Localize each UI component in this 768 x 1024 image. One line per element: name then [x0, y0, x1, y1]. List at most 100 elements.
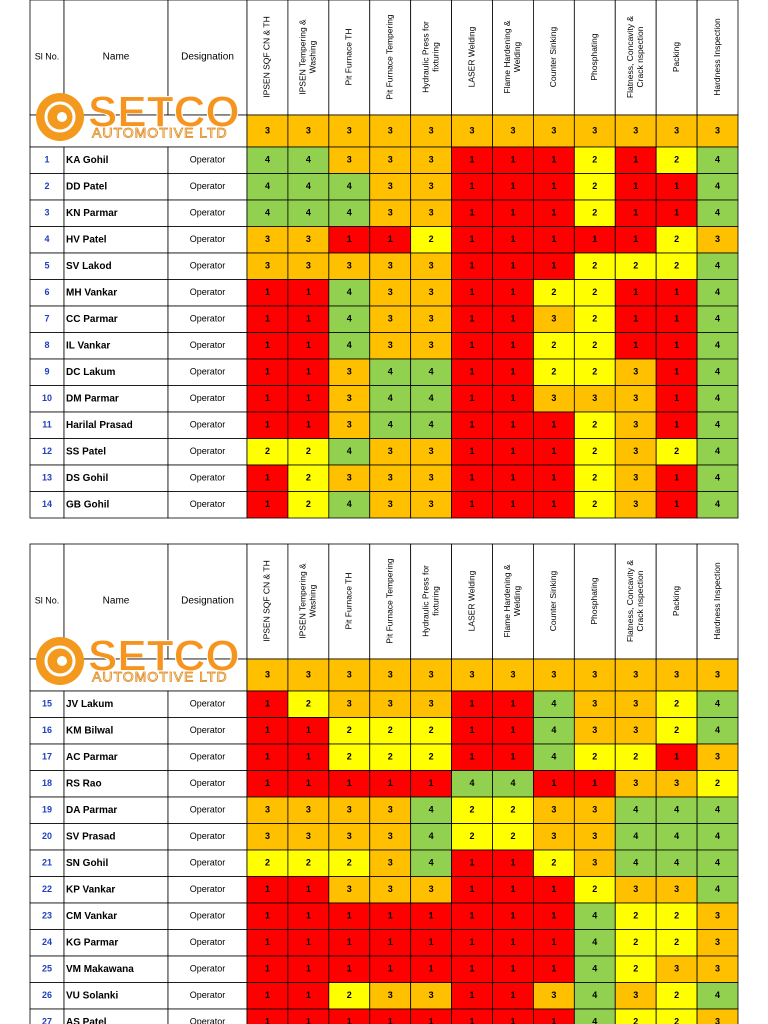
level-cell — [573, 796, 616, 824]
level: 3 — [592, 831, 597, 841]
level: 1 — [592, 778, 597, 788]
level: 3 — [592, 699, 597, 709]
level: 1 — [306, 340, 311, 350]
level: 1 — [470, 393, 475, 403]
designation-cell — [167, 929, 248, 957]
level: 3 — [347, 155, 352, 165]
level: 4 — [429, 805, 434, 815]
level-cell — [328, 491, 371, 519]
name: KM Bilwal — [66, 725, 113, 736]
level: 1 — [470, 314, 475, 324]
level: 4 — [715, 473, 720, 483]
level: 4 — [592, 1017, 597, 1024]
name: DM Parmar — [66, 393, 119, 404]
level: 1 — [306, 420, 311, 430]
skill-header: Flatness, Concavity & — [625, 560, 635, 643]
logo-swirl-inner — [44, 645, 76, 677]
level-cell — [655, 411, 698, 439]
designation-cell — [167, 955, 248, 983]
level: 2 — [674, 446, 679, 456]
header-name: Name — [103, 52, 130, 63]
level: 3 — [347, 884, 352, 894]
level-cell — [369, 332, 412, 360]
name: SV Lakod — [66, 261, 112, 272]
level: 1 — [429, 964, 434, 974]
required-cell — [451, 114, 493, 148]
sl-no: 23 — [42, 911, 52, 921]
level: 1 — [510, 752, 515, 762]
level: 1 — [470, 499, 475, 509]
header-cell — [492, 0, 534, 116]
level-cell — [369, 796, 412, 824]
level-cell — [573, 358, 616, 386]
level-cell — [573, 332, 616, 360]
level: 1 — [674, 393, 679, 403]
level: 2 — [633, 261, 638, 271]
name-cell — [63, 982, 169, 1010]
level: 1 — [510, 911, 515, 921]
level: 4 — [429, 831, 434, 841]
designation-cell — [167, 146, 248, 174]
level: 1 — [388, 937, 393, 947]
level: 2 — [306, 858, 311, 868]
designation: Operator — [190, 155, 226, 165]
sl-no: 25 — [42, 964, 52, 974]
level-cell — [573, 252, 616, 280]
level: 1 — [470, 725, 475, 735]
header-designation: Designation — [181, 52, 234, 63]
name-cell — [63, 226, 169, 254]
level: 3 — [388, 499, 393, 509]
designation-cell — [167, 690, 248, 718]
level: 2 — [674, 990, 679, 1000]
level-cell — [451, 438, 493, 466]
level: 2 — [674, 155, 679, 165]
level: 1 — [388, 234, 393, 244]
level-cell — [287, 823, 330, 851]
level: 1 — [265, 473, 270, 483]
name-cell — [63, 332, 169, 360]
level-cell — [451, 464, 493, 492]
level-cell — [287, 305, 330, 333]
name-cell — [63, 902, 169, 930]
designation-cell — [167, 743, 248, 771]
level: 2 — [347, 752, 352, 762]
level: 4 — [674, 831, 679, 841]
level: 1 — [470, 155, 475, 165]
designation: Operator — [190, 208, 226, 218]
level: 1 — [551, 261, 556, 271]
level-cell — [655, 717, 698, 745]
level: 4 — [347, 208, 352, 218]
level-cell — [369, 305, 412, 333]
level: 4 — [265, 181, 270, 191]
level: 4 — [715, 699, 720, 709]
sl-cell — [29, 743, 65, 771]
level: 1 — [265, 752, 270, 762]
level: 2 — [470, 805, 475, 815]
level-cell — [451, 305, 493, 333]
level: 2 — [551, 340, 556, 350]
sl-no: 18 — [42, 778, 52, 788]
level: 1 — [510, 340, 515, 350]
level: 1 — [551, 499, 556, 509]
level: 2 — [265, 858, 270, 868]
designation: Operator — [190, 367, 226, 377]
level: 1 — [429, 911, 434, 921]
level: 1 — [429, 937, 434, 947]
level: 1 — [306, 725, 311, 735]
skill-header: Welding — [512, 585, 522, 616]
name: VU Solanki — [66, 990, 118, 1001]
sl-no: 12 — [42, 446, 52, 456]
level-cell — [492, 849, 534, 877]
level: 3 — [388, 340, 393, 350]
level: 1 — [347, 911, 352, 921]
level: 4 — [388, 420, 393, 430]
name-cell — [63, 796, 169, 824]
designation-cell — [167, 332, 248, 360]
level: 1 — [265, 937, 270, 947]
level: 3 — [715, 752, 720, 762]
level-cell — [696, 438, 739, 466]
level: 3 — [633, 990, 638, 1000]
level-cell — [451, 411, 493, 439]
level-cell — [246, 438, 289, 466]
level: 3 — [347, 699, 352, 709]
